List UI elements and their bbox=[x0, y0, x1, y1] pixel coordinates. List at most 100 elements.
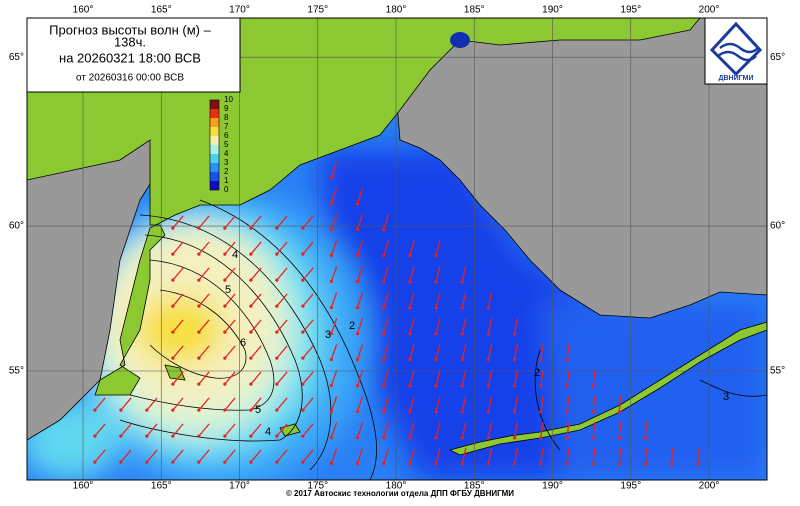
wave-arrow-head bbox=[330, 176, 333, 179]
wave-arrow-head bbox=[408, 384, 411, 387]
wave-arrow-head bbox=[93, 409, 96, 412]
wave-arrow-head bbox=[275, 435, 278, 438]
wave-arrow-head bbox=[223, 253, 226, 256]
wave-arrow-head bbox=[223, 227, 226, 230]
wave-arrow-head bbox=[461, 462, 464, 465]
wave-arrow-head bbox=[197, 383, 200, 386]
wave-arrow-head bbox=[434, 358, 437, 361]
wave-arrow-head bbox=[301, 279, 304, 282]
lat-label: 60° bbox=[770, 221, 785, 232]
lon-label: 170° bbox=[229, 481, 250, 492]
wave-arrow-head bbox=[301, 305, 304, 308]
wave-arrow-head bbox=[356, 436, 359, 439]
wave-arrow-head bbox=[356, 410, 359, 413]
colorbar-label: 9 bbox=[224, 104, 229, 113]
wave-arrow bbox=[672, 448, 673, 464]
lon-label: 165° bbox=[151, 5, 172, 16]
wave-arrow-head bbox=[330, 358, 333, 361]
wave-arrow-head bbox=[171, 357, 174, 360]
wave-arrow-head bbox=[249, 435, 252, 438]
wave-arrow-head bbox=[119, 409, 122, 412]
wave-arrow-head bbox=[382, 384, 385, 387]
wave-arrow-head bbox=[330, 462, 333, 465]
colorbar-swatch bbox=[210, 109, 219, 118]
wave-arrow-head bbox=[487, 462, 490, 465]
wave-arrow-head bbox=[382, 358, 385, 361]
contour-label: 2 bbox=[534, 367, 540, 379]
wave-arrow-head bbox=[171, 305, 174, 308]
lat-label: 65° bbox=[9, 52, 24, 63]
wave-arrow-head bbox=[434, 410, 437, 413]
wave-arrow-head bbox=[249, 305, 252, 308]
wave-arrow-head bbox=[197, 331, 200, 334]
title-line: от 20260316 00:00 ВСВ bbox=[76, 73, 184, 84]
wave-arrow-head bbox=[197, 461, 200, 464]
wave-arrow-head bbox=[618, 410, 621, 413]
wave-arrow-head bbox=[461, 332, 464, 335]
wave-arrow-head bbox=[382, 254, 385, 257]
wave-arrow-head bbox=[408, 436, 411, 439]
wave-arrow-head bbox=[330, 202, 333, 205]
wave-arrow-head bbox=[434, 332, 437, 335]
contour-label: 2 bbox=[349, 320, 355, 332]
wave-arrow-head bbox=[382, 306, 385, 309]
wave-arrow-head bbox=[275, 305, 278, 308]
wave-arrow-head bbox=[434, 462, 437, 465]
wave-arrow-head bbox=[382, 410, 385, 413]
wave-arrow-head bbox=[301, 357, 304, 360]
lon-label: 185° bbox=[464, 5, 485, 16]
contour-label: 6 bbox=[240, 337, 246, 349]
wave-arrow-head bbox=[461, 280, 464, 283]
wave-arrow-head bbox=[382, 280, 385, 283]
wave-arrow-head bbox=[487, 358, 490, 361]
lat-label: 65° bbox=[770, 52, 785, 63]
wave-arrow-head bbox=[356, 280, 359, 283]
contour-label: 4 bbox=[265, 426, 271, 438]
wave-arrow-head bbox=[330, 228, 333, 231]
wave-arrow-head bbox=[382, 332, 385, 335]
wave-arrow-head bbox=[171, 253, 174, 256]
wave-arrow-head bbox=[249, 253, 252, 256]
wave-arrow-head bbox=[223, 305, 226, 308]
wave-arrow-head bbox=[382, 228, 385, 231]
wave-arrow-head bbox=[223, 461, 226, 464]
wave-arrow-head bbox=[356, 306, 359, 309]
wave-arrow-head bbox=[670, 462, 673, 465]
wave-arrow-head bbox=[382, 462, 385, 465]
wave-arrow-head bbox=[119, 461, 122, 464]
colorbar-label: 3 bbox=[224, 158, 229, 167]
wave-arrow-head bbox=[275, 253, 278, 256]
wave-arrow-head bbox=[565, 384, 568, 387]
wave-arrow-head bbox=[301, 331, 304, 334]
wave-arrow-head bbox=[592, 436, 595, 439]
colorbar-label: 10 bbox=[224, 95, 233, 104]
lon-label: 190° bbox=[542, 481, 563, 492]
colorbar-swatch bbox=[210, 100, 219, 109]
wave-arrow-head bbox=[223, 383, 226, 386]
colorbar-swatch bbox=[210, 136, 219, 145]
wave-arrow-head bbox=[592, 384, 595, 387]
wave-arrow-head bbox=[275, 279, 278, 282]
lon-label: 160° bbox=[73, 481, 94, 492]
colorbar-label: 4 bbox=[224, 149, 229, 158]
wave-arrow-head bbox=[171, 279, 174, 282]
colorbar-swatch bbox=[210, 127, 219, 136]
wave-arrow-head bbox=[330, 254, 333, 257]
wave-arrow-head bbox=[223, 357, 226, 360]
wave-arrow-head bbox=[434, 306, 437, 309]
wave-arrow-head bbox=[408, 280, 411, 283]
wave-arrow-head bbox=[461, 410, 464, 413]
wave-arrow-head bbox=[223, 409, 226, 412]
colorbar-swatch bbox=[210, 172, 219, 181]
wave-arrow-head bbox=[356, 384, 359, 387]
wave-arrow-head bbox=[539, 436, 542, 439]
contour-label: 5 bbox=[225, 284, 231, 296]
wave-arrow-head bbox=[301, 461, 304, 464]
lake bbox=[450, 32, 470, 48]
contour-label: 3 bbox=[723, 391, 729, 403]
wave-arrow-head bbox=[513, 332, 516, 335]
wave-arrow-head bbox=[461, 436, 464, 439]
wave-arrow-head bbox=[171, 461, 174, 464]
wave-arrow-head bbox=[301, 383, 304, 386]
